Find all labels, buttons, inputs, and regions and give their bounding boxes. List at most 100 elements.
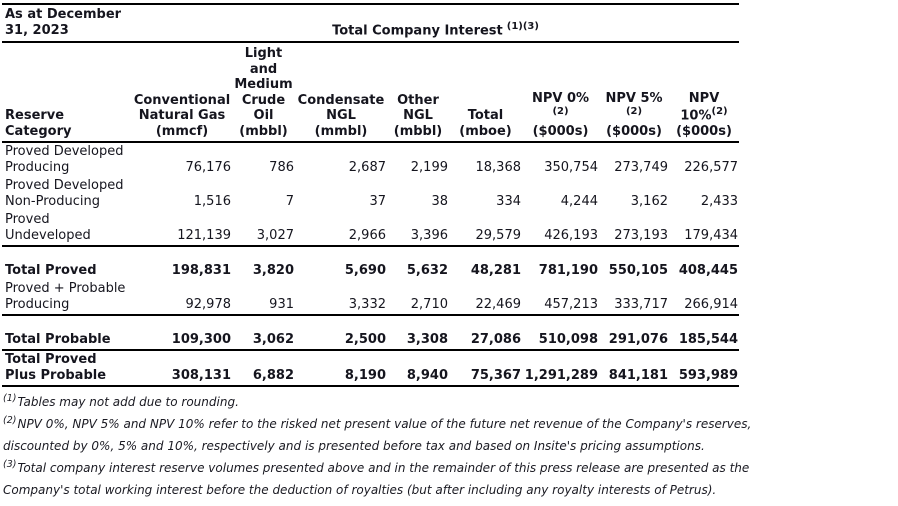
column-header-8: NPV 10%(2) ($000s): [669, 42, 740, 143]
value-cell: 1,291,289: [522, 350, 599, 387]
value-cell: 593,989: [669, 350, 740, 387]
column-header-5: Total (mboe): [449, 42, 522, 143]
value-cell: 1,516: [193, 194, 231, 209]
value-cell: 5,632: [406, 263, 448, 278]
footnote-ref: (2): [625, 105, 643, 117]
value-cell: 5,690: [344, 263, 386, 278]
row-label: Proved Developed Non-Producing: [5, 178, 124, 209]
column-header-3: Condensate NGL (mmbl): [295, 42, 387, 143]
footnote-ref: (2): [552, 105, 569, 117]
title-row: As at December 31, 2023 Total Company In…: [2, 3, 740, 43]
value-cell: 226,577: [684, 160, 739, 175]
value-cell: 179,434: [669, 211, 740, 247]
value-cell: 29,579: [449, 211, 522, 247]
table-title-footnote-refs: (1)(3): [506, 20, 539, 32]
footnote-number: (2): [3, 415, 17, 426]
table-title: Total Company Interest (1)(3): [132, 3, 740, 43]
value-cell: 841,181: [599, 350, 669, 387]
value-cell: 75,367: [449, 350, 522, 387]
value-cell: 786: [269, 160, 294, 175]
value-cell: 3,332: [295, 280, 387, 316]
row-label: Proved + Probable Producing: [2, 280, 132, 316]
value-cell: 76,176: [185, 160, 232, 175]
value-cell: 8,190: [295, 350, 387, 387]
value-cell: 92,978: [132, 280, 232, 316]
column-header-0: Reserve Category: [2, 42, 132, 143]
table-title-text: Total Company Interest: [332, 23, 503, 38]
footnote-number: (1): [3, 393, 17, 404]
table-row: Proved + Probable Producing 92,978 931 3,332…: [2, 280, 740, 316]
column-header-2: Light and Medium Crude Oil (mbbl): [232, 42, 295, 143]
value-cell: 3,396: [387, 211, 449, 247]
table-row: Proved Developed Producing 76,176 786 2,687 2…: [2, 142, 739, 177]
value-cell: 109,300: [132, 329, 232, 351]
value-cell: 185,544: [669, 329, 740, 351]
value-cell: 3,308: [387, 329, 449, 351]
value-cell: 781,190: [538, 263, 598, 278]
column-header-1: Conventional Natural Gas (mmcf): [132, 42, 232, 143]
value-cell: 3,027: [232, 211, 295, 247]
value-cell: 408,445: [678, 263, 739, 278]
column-header-7: NPV 5% (2) ($000s): [599, 42, 669, 143]
value-cell: 7: [285, 194, 294, 209]
row-label: Proved Undeveloped: [2, 211, 132, 247]
value-cell: 198,831: [171, 263, 231, 278]
value-cell: 510,098: [522, 329, 599, 351]
as-at-date: As at December 31, 2023: [2, 3, 132, 43]
table-row: Total Proved Plus Probable 308,131 6,882 8,1…: [2, 350, 740, 387]
value-cell: 426,193: [522, 211, 599, 247]
value-cell: 18,368: [475, 160, 522, 175]
value-cell: 4,244: [560, 194, 598, 209]
value-cell: 273,749: [614, 160, 668, 175]
spacer-cell: [2, 315, 739, 329]
value-cell: 931: [232, 280, 295, 316]
value-cell: 2,199: [410, 160, 448, 175]
value-cell: 27,086: [449, 329, 522, 351]
value-cell: 291,076: [599, 329, 669, 351]
spacer-cell: [2, 246, 739, 260]
value-cell: 3,062: [232, 329, 295, 351]
column-header-6: NPV 0% (2) ($000s): [522, 42, 599, 143]
value-cell: 2,500: [295, 329, 387, 351]
spacer-row: [2, 315, 739, 329]
column-header-row: Reserve Category Conventional Natural Gas (m…: [2, 42, 740, 143]
footnote-ref: (2): [711, 105, 728, 117]
value-cell: 2,433: [700, 194, 739, 209]
as-at-date-line2: 31, 2023: [5, 23, 69, 38]
value-cell: 266,914: [669, 280, 740, 316]
value-cell: 2,966: [295, 211, 387, 247]
value-cell: 273,193: [599, 211, 669, 247]
value-cell: 37: [369, 194, 386, 209]
value-cell: 48,281: [470, 263, 521, 278]
value-cell: 308,131: [132, 350, 232, 387]
value-cell: 8,940: [387, 350, 449, 387]
value-cell: 350,754: [544, 160, 598, 175]
spacer-row: [2, 246, 739, 260]
row-label: Total Probable: [2, 329, 132, 351]
as-at-date-line1: As at December: [5, 7, 122, 22]
value-cell: 333,717: [599, 280, 669, 316]
footnotes: (1)Tables may not add due to rounding. (2…: [3, 391, 898, 501]
table-row: Proved Undeveloped 121,139 3,027 2,966 3,396 2…: [2, 211, 740, 247]
value-cell: 3,162: [630, 194, 668, 209]
value-cell: 121,139: [132, 211, 232, 247]
footnote-1: (1)Tables may not add due to rounding.: [3, 393, 239, 409]
value-cell: 550,105: [608, 263, 668, 278]
table-row: Total Proved 198,831 3,820 5,690 5,632 48,281…: [2, 260, 739, 280]
table-row: Total Probable 109,300 3,062 2,500 3,308 27,0…: [2, 329, 740, 351]
footnote-3: (3)Total company interest reserve volume…: [3, 459, 750, 497]
value-cell: 6,882: [232, 350, 295, 387]
row-label: Total Proved Plus Probable: [2, 350, 132, 387]
press-release-reserves-page: As at December 31, 2023 Total Company In…: [0, 3, 898, 501]
value-cell: 2,687: [348, 160, 386, 175]
footnote-number: (3): [3, 459, 17, 470]
reserves-table: As at December 31, 2023 Total Company In…: [2, 3, 740, 387]
row-label: Total Proved: [5, 263, 97, 278]
value-cell: 3,820: [252, 263, 294, 278]
value-cell: 22,469: [449, 280, 522, 316]
value-cell: 334: [496, 194, 521, 209]
value-cell: 457,213: [522, 280, 599, 316]
row-label: Proved Developed Producing: [5, 144, 124, 175]
footnote-2: (2)NPV 0%, NPV 5% and NPV 10% refer to t…: [3, 415, 752, 453]
column-header-4: Other NGL (mbbl): [387, 42, 449, 143]
